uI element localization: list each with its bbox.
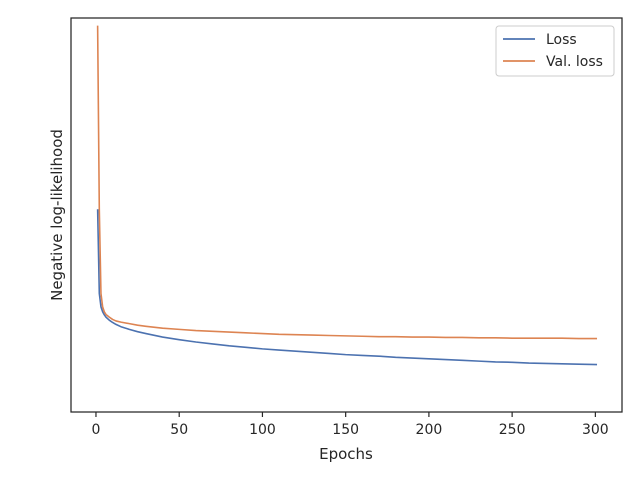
x-tick-label: 50: [170, 422, 188, 438]
x-axis-label: Epochs: [319, 445, 373, 463]
series-line-loss: [96, 209, 598, 366]
x-tick-label: 250: [499, 422, 526, 438]
x-tick-label: 200: [416, 422, 443, 438]
x-tick-label: 300: [582, 422, 609, 438]
legend: Loss Val. loss: [495, 25, 615, 77]
x-axis-ticks: 0 50 100 150 200 250 300: [92, 412, 609, 438]
x-tick-label: 100: [249, 422, 276, 438]
series-line-val-loss: [96, 25, 598, 340]
x-tick-label: 0: [92, 422, 101, 438]
y-axis-label: Negative log-likelihood: [48, 129, 66, 301]
series-layer: [96, 25, 598, 366]
legend-label-val-loss: Val. loss: [546, 54, 603, 70]
legend-label-loss: Loss: [546, 32, 577, 48]
x-tick-label: 150: [332, 422, 359, 438]
plot-frame: [70, 17, 623, 413]
